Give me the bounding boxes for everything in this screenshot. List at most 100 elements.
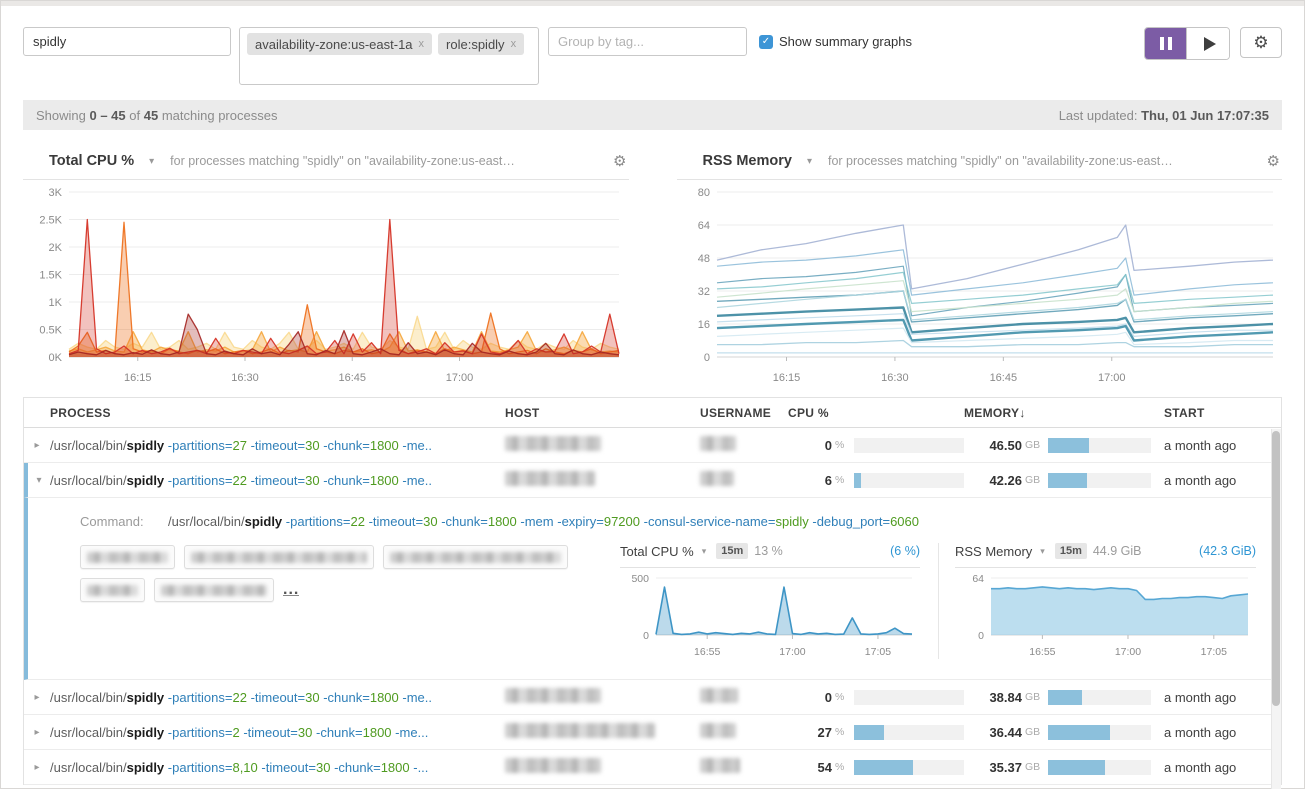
svg-text:17:00: 17:00: [1097, 372, 1125, 384]
svg-text:16:30: 16:30: [881, 372, 909, 384]
svg-text:0: 0: [978, 630, 984, 642]
cpu-latest-value: (6 %): [890, 544, 920, 558]
chevron-down-icon[interactable]: ▾: [149, 155, 155, 167]
svg-text:0: 0: [643, 630, 649, 642]
summary-graphs-label: Show summary graphs: [779, 34, 912, 49]
tag-remove-icon[interactable]: x: [510, 38, 517, 50]
process-command: /usr/local/bin/spidly -partitions=8,10 -…: [50, 759, 429, 775]
process-command: /usr/local/bin/spidly -partitions=22 -ti…: [50, 472, 433, 488]
expand-row-icon[interactable]: ▸: [34, 726, 40, 738]
table-row[interactable]: ▸ /usr/local/bin/spidly -partitions=22 -t…: [24, 680, 1281, 715]
memory-value: 42.26: [989, 472, 1022, 488]
play-button[interactable]: [1187, 28, 1229, 59]
process-detail-panel: Command: /usr/local/bin/spidly -partition…: [24, 498, 1281, 680]
tag-pill-redacted[interactable]: [80, 545, 175, 569]
detail-cpu-panel: Total CPU % ▾ 15m 13 % (6 %) 0 500 16:55 17…: [620, 543, 920, 659]
username-cell-redacted: [700, 471, 788, 489]
svg-text:16: 16: [697, 319, 709, 331]
cpu-value: 0: [824, 437, 832, 453]
time-window-badge: 15m: [1054, 543, 1087, 559]
memory-unit: GB: [1025, 761, 1041, 773]
detail-mem-title[interactable]: RSS Memory: [955, 543, 1033, 559]
cpu-unit: %: [835, 761, 845, 773]
username-cell-redacted: [700, 723, 788, 741]
process-command: /usr/local/bin/spidly -partitions=27 -ti…: [50, 437, 433, 453]
memory-unit: GB: [1025, 726, 1041, 738]
username-cell-redacted: [700, 688, 788, 706]
cpu-panel-title[interactable]: Total CPU %: [49, 153, 135, 169]
results-count: Showing 0 – 45 of 45 matching processes: [36, 107, 278, 123]
expand-row-icon[interactable]: ▸: [34, 691, 40, 703]
cpu-bar: [854, 724, 964, 740]
table-header: PROCESS HOST USERNAME CPU % MEMORY↓ STAR…: [24, 398, 1281, 428]
tag-pill-redacted[interactable]: [184, 545, 374, 569]
col-username[interactable]: USERNAME: [700, 405, 772, 420]
cpu-unit: %: [835, 474, 845, 486]
col-host[interactable]: HOST: [505, 405, 540, 420]
svg-text:16:45: 16:45: [989, 372, 1017, 384]
table-row[interactable]: ▾ /usr/local/bin/spidly -partitions=22 -t…: [24, 463, 1281, 498]
svg-text:80: 80: [697, 187, 709, 199]
col-start[interactable]: START: [1164, 405, 1205, 420]
search-input[interactable]: [23, 27, 231, 56]
memory-unit: GB: [1025, 474, 1041, 486]
time-window-badge: 15m: [716, 543, 749, 559]
tag-pill-redacted[interactable]: [154, 578, 274, 602]
svg-text:16:30: 16:30: [231, 372, 259, 384]
gear-icon[interactable]: ⚙: [1266, 153, 1280, 170]
expand-row-icon[interactable]: ▸: [34, 439, 40, 451]
mem-summary-panel: RSS Memory ▾ for processes matching "spi…: [676, 144, 1282, 385]
chevron-down-icon[interactable]: ▾: [1040, 545, 1045, 556]
tag-pill[interactable]: role:spidly x: [438, 33, 525, 55]
host-cell-redacted: [505, 758, 700, 776]
cpu-unit: %: [835, 691, 845, 703]
cpu-summary-panel: Total CPU % ▾ for processes matching "sp…: [23, 144, 629, 385]
col-cpu[interactable]: CPU %: [788, 405, 829, 420]
host-cell-redacted: [505, 471, 700, 489]
collapse-row-icon[interactable]: ▾: [36, 474, 42, 486]
play-icon: [1203, 36, 1216, 51]
host-cell-redacted: [505, 436, 700, 454]
chevron-down-icon[interactable]: ▾: [806, 155, 812, 167]
cpu-value: 27: [817, 724, 832, 740]
tag-remove-icon[interactable]: x: [418, 38, 425, 50]
show-summary-graphs-option: ✓ Show summary graphs: [759, 27, 912, 56]
expand-row-icon[interactable]: ▸: [34, 761, 40, 773]
gear-icon[interactable]: ⚙: [613, 153, 627, 170]
table-row[interactable]: ▸ /usr/local/bin/spidly -partitions=27 -t…: [24, 428, 1281, 463]
detail-cpu-title[interactable]: Total CPU %: [620, 543, 694, 559]
mem-latest-value: (42.3 GiB): [1199, 544, 1256, 558]
col-memory[interactable]: MEMORY↓: [964, 405, 1026, 420]
table-row[interactable]: ▸ /usr/local/bin/spidly -partitions=8,10 …: [24, 750, 1281, 785]
tag-pill-redacted[interactable]: [383, 545, 568, 569]
scrollbar-thumb[interactable]: [1272, 431, 1280, 706]
summary-graphs-checkbox[interactable]: ✓: [759, 34, 773, 49]
cpu-panel-subtitle: for processes matching "spidly" on "avai…: [170, 154, 515, 168]
memory-value: 38.84: [989, 689, 1022, 705]
group-by-tag-input[interactable]: [548, 27, 747, 56]
sort-desc-icon: ↓: [1019, 405, 1026, 420]
settings-button[interactable]: ⚙: [1240, 27, 1282, 58]
tag-pill[interactable]: availability-zone:us-east-1a x: [247, 33, 433, 55]
svg-text:16:45: 16:45: [338, 372, 366, 384]
status-bar: Showing 0 – 45 of 45 matching processes …: [23, 100, 1282, 130]
page-top-strip: [1, 1, 1304, 6]
process-command: /usr/local/bin/spidly -partitions=22 -ti…: [50, 689, 433, 705]
table-row[interactable]: ▸ /usr/local/bin/spidly -partitions=2 -ti…: [24, 715, 1281, 750]
tag-pill-label: availability-zone:us-east-1a: [255, 36, 413, 52]
vertical-scrollbar[interactable]: [1271, 429, 1281, 789]
tag-pill-redacted[interactable]: [80, 578, 145, 602]
pause-button[interactable]: [1145, 28, 1187, 59]
tag-filter-box[interactable]: availability-zone:us-east-1a x role:spidly…: [239, 27, 539, 85]
memory-unit: GB: [1025, 439, 1041, 451]
host-cell-redacted: [505, 723, 700, 741]
cpu-value: 54: [817, 759, 832, 775]
mem-panel-title[interactable]: RSS Memory: [702, 153, 792, 169]
svg-text:17:00: 17:00: [1115, 646, 1141, 658]
col-process[interactable]: PROCESS: [50, 405, 111, 420]
more-tags-link[interactable]: ...: [283, 581, 300, 598]
svg-text:48: 48: [697, 253, 709, 265]
svg-text:500: 500: [631, 573, 649, 585]
chevron-down-icon[interactable]: ▾: [701, 545, 707, 556]
